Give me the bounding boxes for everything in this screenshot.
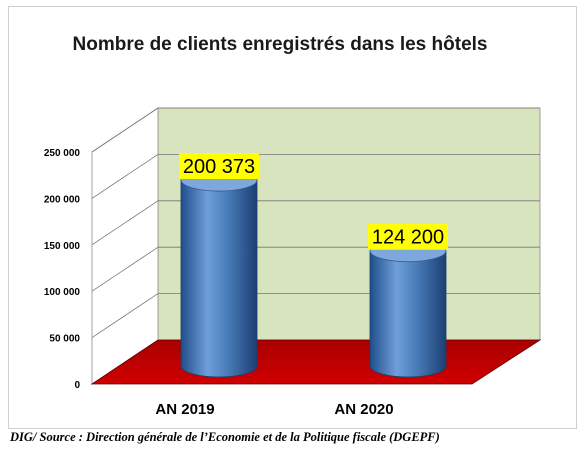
- bar-body: [180, 179, 258, 378]
- data-label-box: [179, 153, 259, 180]
- bar: [180, 168, 258, 378]
- x-tick-label: AN 2020: [334, 401, 393, 418]
- bar-body: [369, 250, 447, 378]
- bar: [369, 239, 447, 378]
- y-tick-label: 0: [74, 380, 80, 391]
- y-tick-label: 150 000: [44, 241, 81, 252]
- data-label-text: 200 373: [183, 156, 255, 178]
- data-label: 124 200: [368, 223, 448, 250]
- gridline-side: [91, 154, 159, 199]
- floor: [90, 339, 542, 385]
- data-label-text: 124 200: [372, 227, 444, 249]
- gridline-side: [91, 246, 159, 292]
- x-tick-label: AN 2019: [155, 401, 214, 418]
- y-tick-label: 100 000: [44, 287, 81, 298]
- gridline-side: [91, 293, 159, 338]
- gridline-side: [91, 200, 159, 246]
- y-tick-label: 250 000: [44, 148, 81, 159]
- data-label-box: [368, 223, 448, 250]
- gridline-side: [91, 107, 159, 153]
- side-wall: [91, 107, 159, 385]
- y-tick-label: 50 000: [49, 334, 80, 345]
- data-label: 200 373: [179, 153, 259, 180]
- source-note: DIG/ Source : Direction générale de l’Ec…: [10, 430, 440, 444]
- chart-title: Nombre de clients enregistrés dans les h…: [72, 34, 488, 55]
- y-tick-label: 200 000: [44, 194, 81, 205]
